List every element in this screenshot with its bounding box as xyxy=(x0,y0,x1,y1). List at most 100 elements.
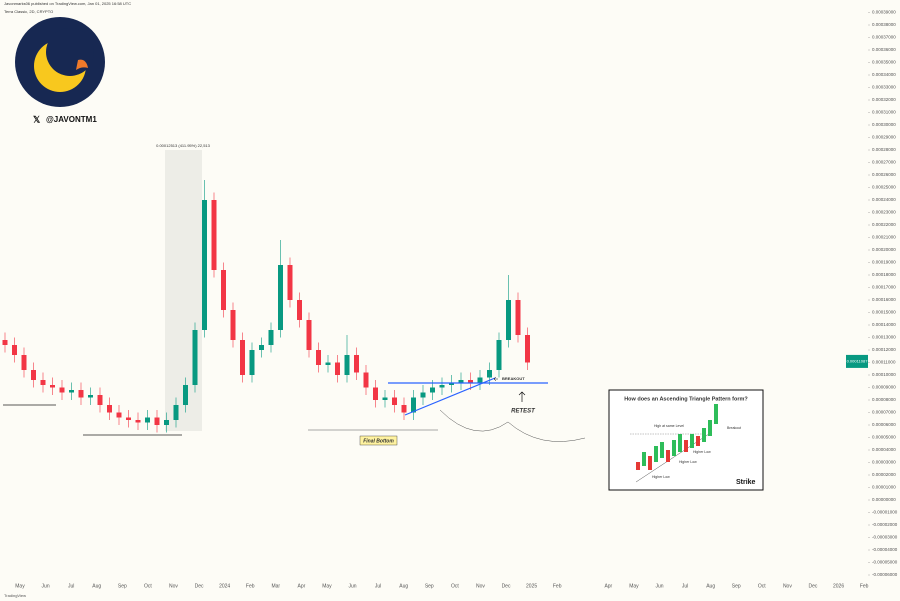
candle-body xyxy=(420,392,426,398)
y-tick-label: -0.00001000 xyxy=(872,510,898,515)
y-tick-label: 0.00021000 xyxy=(872,235,896,240)
candle-body xyxy=(259,345,264,350)
inset-candle xyxy=(696,436,700,446)
candle-body xyxy=(287,265,293,300)
candle-body xyxy=(468,380,473,383)
x-tick-label: Jun xyxy=(349,583,357,589)
candle-body xyxy=(97,395,103,405)
range-label: 0.00012513 (411.95%) 22,513 xyxy=(156,143,211,148)
inset-candle xyxy=(684,440,688,452)
candle-body xyxy=(230,310,236,340)
y-tick-label: 0.00022000 xyxy=(872,222,896,227)
candle-body xyxy=(506,300,511,340)
y-tick-label: -0.00006000 xyxy=(872,572,898,577)
y-tick-label: 0.00036000 xyxy=(872,47,896,52)
y-tick-label: 0.00023000 xyxy=(872,210,896,215)
trend-line xyxy=(404,377,496,416)
x-tick-label: May xyxy=(15,583,25,589)
x-tick-label: Nov xyxy=(476,583,485,589)
y-tick-label: 0.00038000 xyxy=(872,22,896,27)
candle-body xyxy=(221,270,226,310)
x-logo: 𝕏 xyxy=(33,114,41,124)
x-tick-label: Jul xyxy=(682,583,688,589)
y-tick-label: -0.00003000 xyxy=(872,535,898,540)
logo xyxy=(15,17,105,107)
x-tick-label: Aug xyxy=(706,583,715,589)
candle-body xyxy=(202,200,207,330)
y-tick-label: 0.00034000 xyxy=(872,72,896,77)
y-tick-label: 0.00020000 xyxy=(872,247,896,252)
inset-candle xyxy=(636,462,640,470)
y-tick-label: 0.00002000 xyxy=(872,472,896,477)
candle-body xyxy=(50,385,55,388)
handle: @JAVONTM1 xyxy=(46,115,97,124)
final-bottom-label: Final Bottom xyxy=(363,438,394,444)
candle-body xyxy=(2,340,8,345)
x-tick-label: Jul xyxy=(375,583,381,589)
price-tag xyxy=(846,354,868,368)
x-tick-label: Oct xyxy=(451,583,459,589)
x-tick-label: Jul xyxy=(68,583,74,589)
candle-body xyxy=(145,417,150,423)
y-tick-label: 0.00004000 xyxy=(872,447,896,452)
y-tick-label: 0.00017000 xyxy=(872,285,896,290)
x-tick-label: 2024 xyxy=(219,583,230,589)
publisher: Javonmarks06 published on TradingView.co… xyxy=(4,1,131,6)
candle-body xyxy=(354,355,359,373)
x-tick-label: May xyxy=(629,583,639,589)
watermark: TradingView xyxy=(4,593,26,598)
y-tick-label: 0.00011000 xyxy=(872,360,896,365)
inset-label: Higher Low xyxy=(693,450,711,454)
candle-body xyxy=(88,395,93,398)
y-tick-label: 0.00003000 xyxy=(872,460,896,465)
inset-label: Higher Low xyxy=(679,460,697,464)
x-tick-label: Aug xyxy=(399,583,408,589)
candle-body xyxy=(325,362,331,365)
x-tick-label: Sep xyxy=(732,583,741,589)
y-tick-label: 0.00029000 xyxy=(872,135,896,140)
candle-body xyxy=(373,387,378,400)
candle-body xyxy=(21,355,27,370)
x-tick-label: Aug xyxy=(92,583,101,589)
x-tick-label: Apr xyxy=(297,583,305,589)
candle-body xyxy=(211,200,217,270)
candle-body xyxy=(335,362,340,375)
y-tick-label: 0.00010000 xyxy=(872,372,896,377)
inset-candle xyxy=(672,440,676,456)
symbol: Terra Classic, 2D, CRYPTO xyxy=(4,9,53,14)
candle-body xyxy=(12,345,17,355)
candle-body xyxy=(411,397,416,413)
candle-body xyxy=(439,385,445,388)
y-tick-label: 0.00014000 xyxy=(872,322,896,327)
candle-body xyxy=(107,405,112,413)
inset-candle xyxy=(648,456,652,470)
inset-label: High at same Level xyxy=(654,424,684,428)
candle-body xyxy=(183,385,188,405)
candle-body xyxy=(316,350,321,365)
y-tick-label: 0.00035000 xyxy=(872,60,896,65)
y-tick-label: 0.00032000 xyxy=(872,97,896,102)
y-tick-label: 0.00018000 xyxy=(872,272,896,277)
x-tick-label: Dec xyxy=(195,583,204,589)
candle-body xyxy=(31,370,36,380)
candle-body xyxy=(59,387,65,393)
inset: How does an Ascending Triangle Pattern f… xyxy=(608,389,764,491)
x-tick-label: 2026 xyxy=(833,583,844,589)
inset-candle xyxy=(702,428,706,442)
x-tick-label: Oct xyxy=(758,583,766,589)
candle-body xyxy=(306,320,312,350)
x-tick-label: Mar xyxy=(271,583,280,589)
candle-body xyxy=(363,372,369,388)
y-tick-label: 0.00015000 xyxy=(872,310,896,315)
x-tick-label: Oct xyxy=(144,583,152,589)
x-tick-label: Sep xyxy=(425,583,434,589)
candle-body xyxy=(135,420,141,423)
y-tick-label: 0.00016000 xyxy=(872,297,896,302)
y-tick-label: 0.00013000 xyxy=(872,335,896,340)
breakout-label: BREAKOUT xyxy=(502,376,525,381)
candle-body xyxy=(458,380,464,383)
inset-candle xyxy=(708,420,712,436)
inset-candle xyxy=(666,450,670,462)
final-bottom-box xyxy=(359,435,398,446)
